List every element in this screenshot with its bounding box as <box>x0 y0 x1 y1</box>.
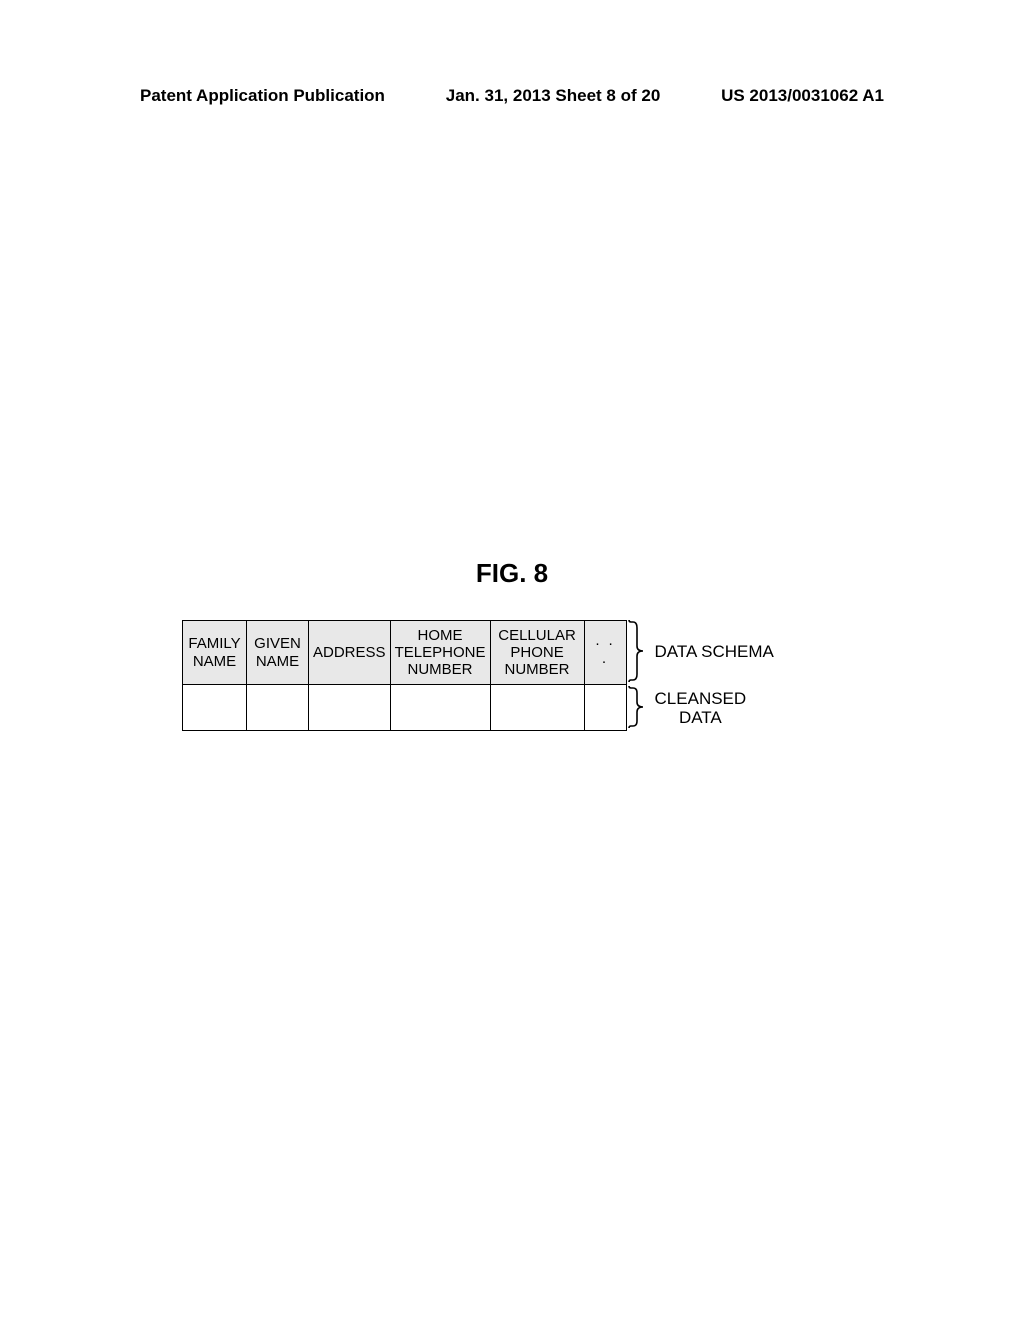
label-cleansed-data: CLEANSED DATA <box>655 690 747 727</box>
col-ellipsis: · · · <box>584 621 626 685</box>
figure-diagram: FAMILY NAME GIVEN NAME ADDRESS HOME TELE… <box>182 620 882 731</box>
col-cell-phone: CELLULAR PHONE NUMBER <box>490 621 584 685</box>
label-data-schema: DATA SCHEMA <box>655 642 774 662</box>
figure-label: FIG. 8 <box>0 558 1024 589</box>
header-center: Jan. 31, 2013 Sheet 8 of 20 <box>446 86 661 106</box>
cleansed-data-row <box>183 685 627 731</box>
col-home-phone: HOME TELEPHONE NUMBER <box>390 621 490 685</box>
brace-cleansed-icon <box>625 674 649 740</box>
col-address: ADDRESS <box>309 621 391 685</box>
schema-header-row: FAMILY NAME GIVEN NAME ADDRESS HOME TELE… <box>183 621 627 685</box>
schema-table: FAMILY NAME GIVEN NAME ADDRESS HOME TELE… <box>182 620 627 731</box>
header-right: US 2013/0031062 A1 <box>721 86 884 106</box>
col-family-name: FAMILY NAME <box>183 621 247 685</box>
header-left: Patent Application Publication <box>140 86 385 106</box>
col-given-name: GIVEN NAME <box>247 621 309 685</box>
